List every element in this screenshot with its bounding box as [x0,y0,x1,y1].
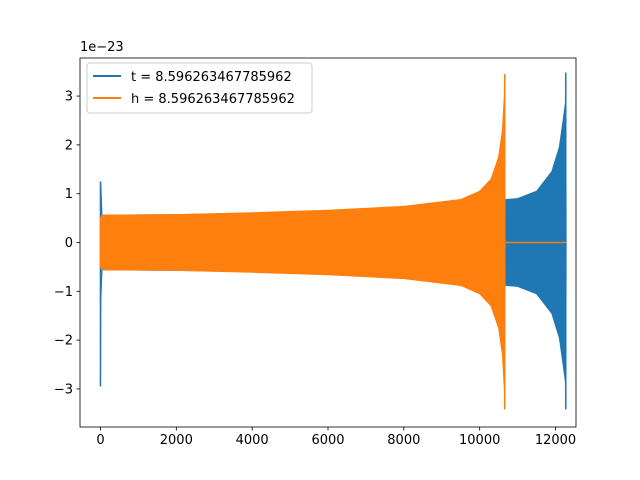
x-tick-label: 12000 [535,433,576,448]
x-tick-label: 2000 [160,433,193,448]
y-offset-text: 1e−23 [80,40,124,55]
x-tick-label: 6000 [311,433,344,448]
x-tick-label: 8000 [387,433,420,448]
y-tick-label: 2 [65,138,73,153]
y-tick-label: −1 [54,285,73,300]
legend-label-t: t = 8.596263467785962 [131,70,292,85]
axes: 0 2000 4000 6000 8000 10000 12000 −3 −2 −1 0 1 2 3 [54,57,577,448]
plot-area [99,72,567,410]
y-tick-label: 0 [65,236,73,251]
x-tick-label: 0 [96,433,104,448]
y-tick-label: −2 [54,334,73,349]
legend: t = 8.596263467785962 h = 8.596263467785… [86,62,313,114]
y-tick-label: 3 [65,90,73,105]
legend-label-h: h = 8.596263467785962 [131,92,295,107]
x-tick-label: 4000 [236,433,269,448]
y-tick-label: 1 [65,187,73,202]
y-tick-label: −3 [54,382,73,397]
x-tick-label: 10000 [459,433,500,448]
legend-box [86,62,313,114]
